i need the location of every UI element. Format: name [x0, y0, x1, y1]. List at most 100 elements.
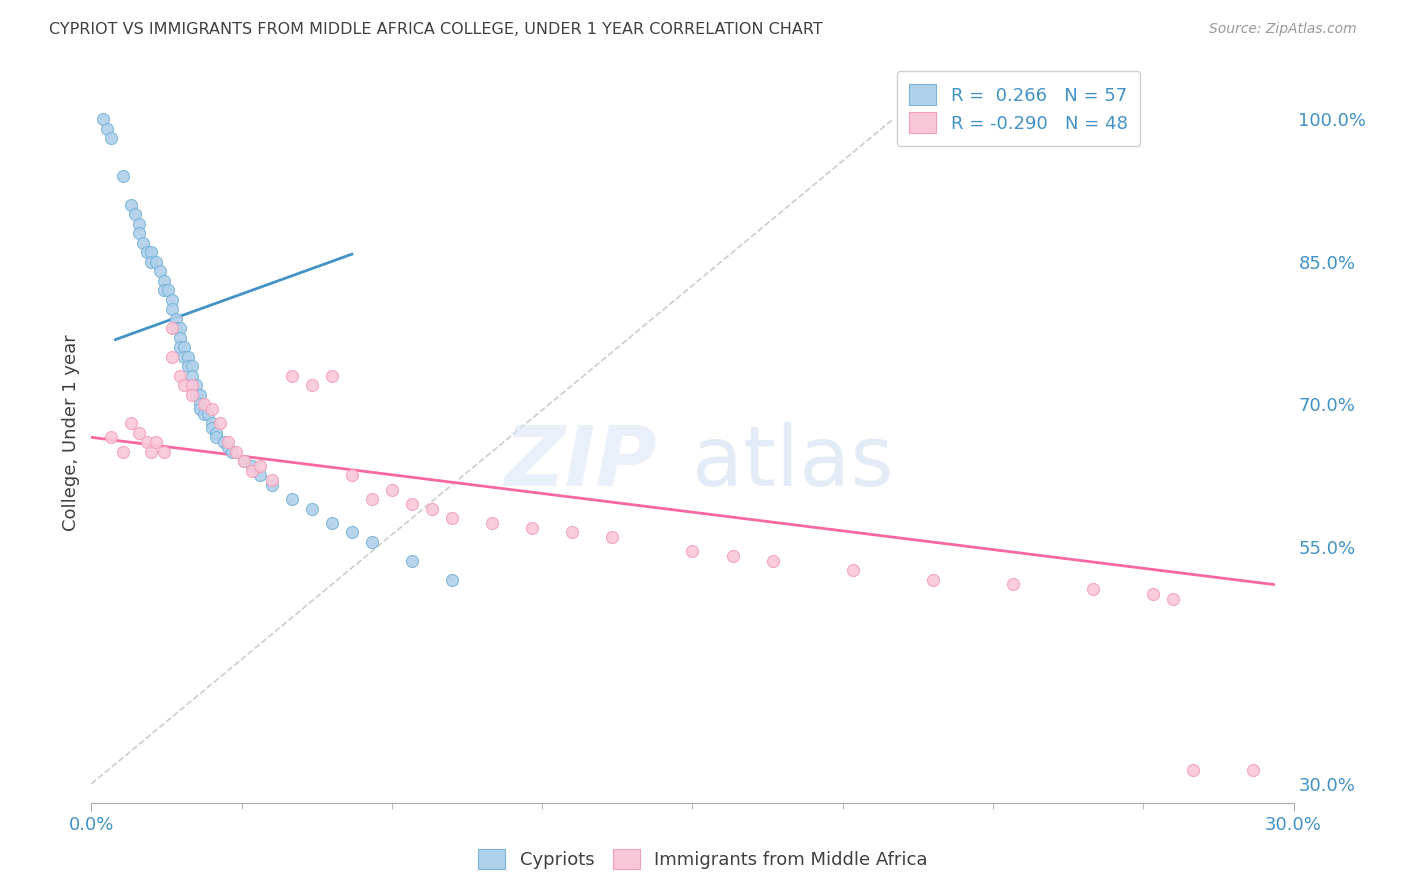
Point [180, 387, 202, 401]
Point [360, 534, 382, 549]
Point [381, 483, 404, 497]
Point [160, 321, 183, 335]
Point [145, 254, 167, 268]
Point [440, 511, 463, 525]
Legend: Cypriots, Immigrants from Middle Africa: Cypriots, Immigrants from Middle Africa [470, 839, 936, 879]
Point [281, 491, 304, 506]
Point [217, 440, 239, 454]
Point [160, 293, 183, 307]
Point [100, 131, 122, 145]
Point [188, 401, 211, 416]
Point [173, 350, 195, 364]
Point [681, 544, 703, 558]
Text: atlas: atlas [692, 422, 894, 503]
Point [201, 421, 224, 435]
Point [136, 435, 159, 450]
Legend: R =  0.266   N = 57, R = -0.290   N = 48: R = 0.266 N = 57, R = -0.290 N = 48 [897, 71, 1140, 145]
Point [141, 444, 163, 458]
Point [152, 283, 174, 297]
Point [1182, 763, 1205, 777]
Point [301, 378, 323, 392]
Point [169, 331, 191, 345]
Point [180, 359, 202, 374]
Point [340, 525, 363, 540]
Point [124, 207, 146, 221]
Point [132, 235, 155, 250]
Point [128, 217, 150, 231]
Point [173, 340, 195, 354]
Point [340, 468, 363, 483]
Point [1243, 763, 1265, 777]
Point [193, 397, 215, 411]
Point [602, 530, 624, 544]
Point [141, 245, 163, 260]
Point [1163, 591, 1185, 606]
Point [1001, 577, 1024, 591]
Point [401, 497, 423, 511]
Point [281, 368, 304, 383]
Point [160, 302, 183, 317]
Point [232, 454, 254, 468]
Point [201, 401, 224, 416]
Point [180, 378, 202, 392]
Point [321, 368, 343, 383]
Point [522, 520, 544, 534]
Point [204, 425, 226, 440]
Point [100, 430, 122, 444]
Point [121, 416, 143, 430]
Point [260, 478, 283, 492]
Text: Source: ZipAtlas.com: Source: ZipAtlas.com [1209, 22, 1357, 37]
Point [128, 425, 150, 440]
Point [232, 454, 254, 468]
Point [152, 444, 174, 458]
Point [93, 112, 115, 127]
Point [217, 435, 239, 450]
Point [240, 458, 263, 473]
Point [165, 311, 187, 326]
Point [128, 227, 150, 241]
Point [401, 554, 423, 568]
Point [841, 563, 863, 577]
Point [922, 573, 945, 587]
Point [173, 378, 195, 392]
Point [208, 416, 231, 430]
Point [301, 501, 323, 516]
Text: CYPRIOT VS IMMIGRANTS FROM MIDDLE AFRICA COLLEGE, UNDER 1 YEAR CORRELATION CHART: CYPRIOT VS IMMIGRANTS FROM MIDDLE AFRICA… [49, 22, 823, 37]
Point [180, 378, 202, 392]
Point [148, 264, 170, 278]
Point [169, 368, 191, 383]
Point [165, 321, 187, 335]
Point [156, 283, 179, 297]
Point [152, 274, 174, 288]
Point [180, 368, 202, 383]
Point [184, 378, 207, 392]
Point [188, 397, 211, 411]
Point [136, 245, 159, 260]
Point [212, 435, 235, 450]
Point [762, 554, 785, 568]
Point [188, 387, 211, 401]
Point [240, 464, 263, 478]
Point [121, 198, 143, 212]
Point [96, 121, 118, 136]
Point [440, 573, 463, 587]
Point [360, 491, 382, 506]
Point [721, 549, 744, 563]
Point [112, 444, 135, 458]
Point [141, 254, 163, 268]
Point [321, 516, 343, 530]
Point [197, 407, 219, 421]
Point [193, 407, 215, 421]
Point [1142, 587, 1164, 601]
Point [249, 468, 271, 483]
Point [420, 501, 443, 516]
Point [225, 444, 247, 458]
Y-axis label: College, Under 1 year: College, Under 1 year [62, 334, 80, 531]
Point [184, 387, 207, 401]
Point [1083, 582, 1105, 597]
Point [201, 416, 224, 430]
Point [176, 350, 198, 364]
Point [204, 430, 226, 444]
Point [169, 340, 191, 354]
Point [260, 473, 283, 487]
